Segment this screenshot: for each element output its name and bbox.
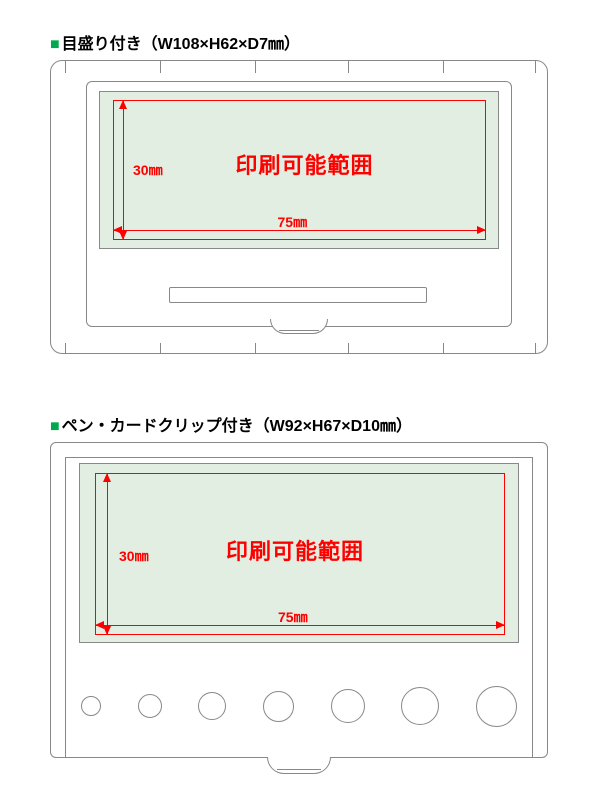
product-2-thumb-line [277, 769, 321, 770]
title-marker-icon: ■ [50, 36, 60, 53]
ruler-tick [535, 61, 536, 73]
pen-hole [476, 686, 517, 727]
product-1-height-label: 30㎜ [133, 160, 163, 180]
product-2-height-label: 30㎜ [119, 546, 149, 566]
product-1-printable-label: 印刷可能範囲 [236, 148, 374, 180]
ruler-top [65, 61, 533, 79]
product-2-thumb-notch [267, 757, 331, 774]
product-2-title: ■ペン・カードクリップ付き（W92×H67×D10㎜） [50, 412, 550, 436]
ruler-tick [255, 61, 256, 73]
product-1-title-text: 目盛り付き（W108×H62×D7㎜） [62, 36, 300, 53]
product-2-frame: 30㎜ 75㎜ 印刷可能範囲 [50, 442, 548, 758]
ruler-tick [443, 61, 444, 73]
pen-hole [263, 691, 294, 722]
ruler-tick [535, 343, 536, 353]
ruler-bottom [65, 337, 533, 353]
product-1-frame: 30㎜ 75㎜ 印刷可能範囲 [50, 60, 548, 354]
ruler-tick [348, 61, 349, 73]
title-marker-icon: ■ [50, 418, 60, 435]
ruler-tick [65, 61, 66, 73]
pen-hole [331, 689, 365, 723]
ruler-tick [443, 343, 444, 353]
pen-hole [401, 687, 439, 725]
product-2-holes-row [81, 685, 517, 727]
product-2-section: ■ペン・カードクリップ付き（W92×H67×D10㎜） 30㎜ 75㎜ 印刷可能… [50, 412, 550, 758]
ruler-tick [348, 343, 349, 353]
ruler-tick [160, 61, 161, 73]
ruler-tick [160, 343, 161, 353]
product-1-thumb-notch [270, 319, 328, 334]
ruler-tick [255, 343, 256, 353]
product-1-thumb-line [279, 330, 319, 331]
pen-hole [81, 696, 101, 716]
product-2-width-label: 75㎜ [278, 607, 308, 627]
product-1-height-arrow [123, 100, 124, 240]
product-2-printable-label: 印刷可能範囲 [226, 534, 364, 566]
product-2-title-text: ペン・カードクリップ付き（W92×H67×D10㎜） [62, 418, 412, 435]
product-1-width-label: 75㎜ [278, 212, 308, 232]
pen-hole [198, 692, 226, 720]
product-1-slot [169, 287, 427, 303]
product-1-title: ■目盛り付き（W108×H62×D7㎜） [50, 30, 550, 54]
product-2-height-arrow [107, 473, 108, 635]
ruler-tick [65, 343, 66, 353]
product-1-section: ■目盛り付き（W108×H62×D7㎜） 30㎜ 75㎜ 印刷可能範囲 [50, 30, 550, 354]
pen-hole [138, 694, 162, 718]
